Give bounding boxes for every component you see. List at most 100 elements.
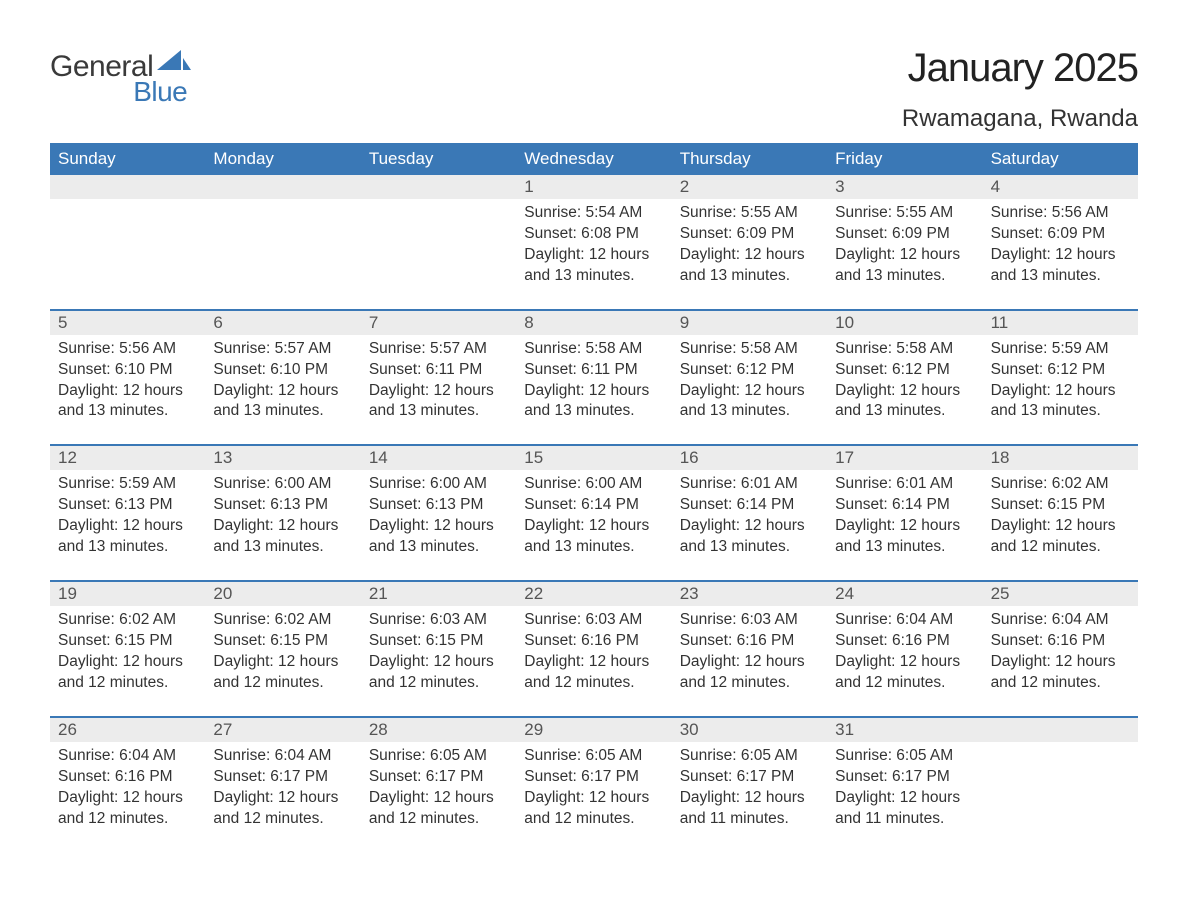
day-number [50,175,205,199]
day-number: 9 [672,311,827,335]
day-cell: Sunrise: 5:55 AMSunset: 6:09 PMDaylight:… [827,199,982,287]
sunrise-line: Sunrise: 6:04 AM [835,610,974,631]
day-cell: Sunrise: 6:03 AMSunset: 6:16 PMDaylight:… [672,606,827,694]
day-number: 11 [983,311,1138,335]
day-number: 21 [361,582,516,606]
day-number: 5 [50,311,205,335]
day-cell: Sunrise: 6:05 AMSunset: 6:17 PMDaylight:… [361,742,516,830]
day-number: 17 [827,446,982,470]
daylight-line: Daylight: 12 hours and 12 minutes. [58,788,197,830]
sail-icon [157,46,191,76]
daylight-line: Daylight: 12 hours and 13 minutes. [524,245,663,287]
day-number: 12 [50,446,205,470]
daylight-line: Daylight: 12 hours and 13 minutes. [991,245,1130,287]
daylight-line: Daylight: 12 hours and 12 minutes. [213,788,352,830]
day-cell: Sunrise: 5:54 AMSunset: 6:08 PMDaylight:… [516,199,671,287]
daylight-line: Daylight: 12 hours and 13 minutes. [835,381,974,423]
day-cell: Sunrise: 6:04 AMSunset: 6:16 PMDaylight:… [827,606,982,694]
sunrise-line: Sunrise: 6:05 AM [680,746,819,767]
sunrise-line: Sunrise: 6:05 AM [835,746,974,767]
day-number: 27 [205,718,360,742]
weekday-header-cell: Tuesday [361,143,516,175]
sunrise-line: Sunrise: 6:03 AM [524,610,663,631]
day-cell: Sunrise: 6:02 AMSunset: 6:15 PMDaylight:… [50,606,205,694]
day-number: 24 [827,582,982,606]
week-row: 19202122232425Sunrise: 6:02 AMSunset: 6:… [50,581,1138,717]
sunset-line: Sunset: 6:11 PM [524,360,663,381]
sunset-line: Sunset: 6:08 PM [524,224,663,245]
sunrise-line: Sunrise: 6:03 AM [369,610,508,631]
sunrise-line: Sunrise: 6:01 AM [835,474,974,495]
day-number: 25 [983,582,1138,606]
sunset-line: Sunset: 6:12 PM [991,360,1130,381]
sunrise-line: Sunrise: 6:01 AM [680,474,819,495]
day-cell: Sunrise: 5:58 AMSunset: 6:11 PMDaylight:… [516,335,671,423]
day-cell: Sunrise: 5:59 AMSunset: 6:13 PMDaylight:… [50,470,205,558]
weekday-header-cell: Sunday [50,143,205,175]
month-title: January 2025 [902,46,1138,91]
sunset-line: Sunset: 6:14 PM [680,495,819,516]
daylight-line: Daylight: 12 hours and 13 minutes. [835,245,974,287]
sunrise-line: Sunrise: 5:58 AM [524,339,663,360]
sunrise-line: Sunrise: 6:05 AM [524,746,663,767]
sunrise-line: Sunrise: 6:02 AM [991,474,1130,495]
daylight-line: Daylight: 12 hours and 13 minutes. [369,381,508,423]
sunrise-line: Sunrise: 5:59 AM [58,474,197,495]
day-number: 15 [516,446,671,470]
day-cell: Sunrise: 6:01 AMSunset: 6:14 PMDaylight:… [672,470,827,558]
sunset-line: Sunset: 6:13 PM [369,495,508,516]
sunset-line: Sunset: 6:13 PM [58,495,197,516]
day-number: 3 [827,175,982,199]
daynum-band: 12131415161718 [50,445,1138,470]
daylight-line: Daylight: 12 hours and 13 minutes. [991,381,1130,423]
sunset-line: Sunset: 6:14 PM [524,495,663,516]
daylight-line: Daylight: 12 hours and 13 minutes. [58,516,197,558]
sunrise-line: Sunrise: 5:58 AM [835,339,974,360]
daylight-line: Daylight: 12 hours and 13 minutes. [835,516,974,558]
weekday-header-cell: Saturday [983,143,1138,175]
day-cell: Sunrise: 6:03 AMSunset: 6:15 PMDaylight:… [361,606,516,694]
day-number: 20 [205,582,360,606]
sunrise-line: Sunrise: 6:04 AM [58,746,197,767]
day-cell [50,199,205,287]
day-cell: Sunrise: 6:01 AMSunset: 6:14 PMDaylight:… [827,470,982,558]
day-number [361,175,516,199]
sunset-line: Sunset: 6:16 PM [58,767,197,788]
sunset-line: Sunset: 6:16 PM [991,631,1130,652]
day-number: 23 [672,582,827,606]
weekday-header-cell: Wednesday [516,143,671,175]
weekday-header-cell: Thursday [672,143,827,175]
sunrise-line: Sunrise: 6:04 AM [991,610,1130,631]
day-cell: Sunrise: 5:55 AMSunset: 6:09 PMDaylight:… [672,199,827,287]
daylight-line: Daylight: 12 hours and 12 minutes. [991,652,1130,694]
weekday-header-cell: Monday [205,143,360,175]
calendar-body: 1234Sunrise: 5:54 AMSunset: 6:08 PMDayli… [50,175,1138,829]
daylight-line: Daylight: 12 hours and 12 minutes. [58,652,197,694]
day-cell: Sunrise: 6:00 AMSunset: 6:14 PMDaylight:… [516,470,671,558]
day-number: 29 [516,718,671,742]
sunset-line: Sunset: 6:12 PM [680,360,819,381]
sunrise-line: Sunrise: 5:57 AM [369,339,508,360]
day-cell: Sunrise: 5:58 AMSunset: 6:12 PMDaylight:… [672,335,827,423]
sunrise-line: Sunrise: 6:00 AM [213,474,352,495]
sunset-line: Sunset: 6:17 PM [524,767,663,788]
sunrise-line: Sunrise: 5:55 AM [835,203,974,224]
weekday-header-row: SundayMondayTuesdayWednesdayThursdayFrid… [50,143,1138,175]
daylight-line: Daylight: 12 hours and 13 minutes. [213,381,352,423]
day-cell: Sunrise: 6:02 AMSunset: 6:15 PMDaylight:… [205,606,360,694]
daylight-line: Daylight: 12 hours and 12 minutes. [369,652,508,694]
week-row: 1234Sunrise: 5:54 AMSunset: 6:08 PMDayli… [50,175,1138,310]
day-cell: Sunrise: 6:04 AMSunset: 6:16 PMDaylight:… [983,606,1138,694]
daylight-line: Daylight: 12 hours and 13 minutes. [369,516,508,558]
day-cell: Sunrise: 6:00 AMSunset: 6:13 PMDaylight:… [361,470,516,558]
calendar: SundayMondayTuesdayWednesdayThursdayFrid… [50,143,1138,829]
day-number [983,718,1138,742]
sunrise-line: Sunrise: 5:58 AM [680,339,819,360]
day-cell: Sunrise: 5:57 AMSunset: 6:11 PMDaylight:… [361,335,516,423]
sunrise-line: Sunrise: 6:02 AM [58,610,197,631]
week-row: 567891011Sunrise: 5:56 AMSunset: 6:10 PM… [50,310,1138,446]
day-cell: Sunrise: 6:05 AMSunset: 6:17 PMDaylight:… [516,742,671,830]
sunset-line: Sunset: 6:10 PM [58,360,197,381]
day-cell [205,199,360,287]
day-number: 19 [50,582,205,606]
